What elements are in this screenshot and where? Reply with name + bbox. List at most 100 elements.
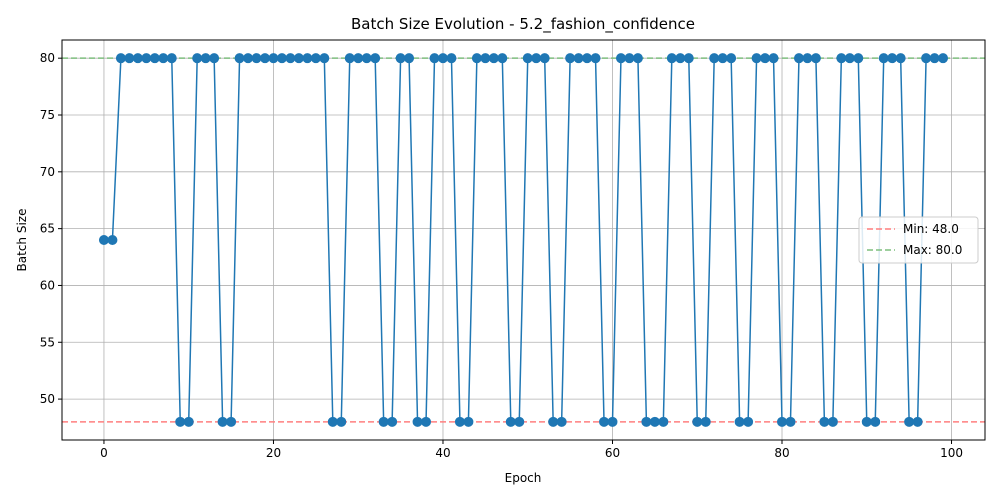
data-point: [404, 53, 415, 64]
data-point: [209, 53, 220, 64]
data-point: [904, 416, 915, 427]
y-tick-label: 70: [40, 165, 55, 179]
data-point: [938, 53, 949, 64]
data-point: [276, 53, 287, 64]
data-point: [743, 416, 754, 427]
data-point: [234, 53, 245, 64]
data-point: [336, 416, 347, 427]
data-point: [446, 53, 457, 64]
data-point: [463, 416, 474, 427]
data-point: [726, 53, 737, 64]
data-point: [810, 53, 821, 64]
data-point: [734, 416, 745, 427]
x-axis-label: Epoch: [505, 471, 542, 485]
data-point: [878, 53, 889, 64]
data-point: [793, 53, 804, 64]
data-point: [658, 416, 669, 427]
data-point: [573, 53, 584, 64]
data-point: [480, 53, 491, 64]
data-point: [293, 53, 304, 64]
data-point: [310, 53, 321, 64]
chart-title: Batch Size Evolution - 5.2_fashion_confi…: [351, 15, 695, 34]
data-point: [929, 53, 940, 64]
data-point: [488, 53, 499, 64]
data-point: [709, 53, 720, 64]
data-point: [259, 53, 270, 64]
y-axis-label: Batch Size: [15, 209, 29, 272]
data-point: [166, 53, 177, 64]
tick-labels: 0 20 40 60 80 100 50 55 60 65 70 75 80: [40, 51, 963, 460]
data-point: [522, 53, 533, 64]
data-point: [819, 416, 830, 427]
data-point: [683, 53, 694, 64]
data-point: [556, 416, 567, 427]
plot-frame: [61, 39, 986, 441]
data-point: [649, 416, 660, 427]
data-point: [183, 416, 194, 427]
data-point: [149, 53, 160, 64]
data-point: [344, 53, 355, 64]
data-point: [141, 53, 152, 64]
data-point: [421, 416, 432, 427]
data-point: [548, 416, 559, 427]
data-point: [454, 416, 465, 427]
data-point: [607, 416, 618, 427]
data-point: [870, 416, 881, 427]
data-point: [717, 53, 728, 64]
data-point: [751, 53, 762, 64]
data-point: [327, 416, 338, 427]
data-point: [582, 53, 593, 64]
data-point: [124, 53, 135, 64]
data-point: [395, 53, 406, 64]
data-point: [827, 416, 838, 427]
data-point: [243, 53, 254, 64]
data-point: [217, 416, 228, 427]
data-point: [412, 416, 423, 427]
data-point: [471, 53, 482, 64]
y-tick-label: 65: [40, 222, 55, 236]
data-point: [514, 416, 525, 427]
x-tick-label: 0: [100, 446, 108, 460]
series-line: [103, 57, 944, 423]
y-tick-label: 50: [40, 392, 55, 406]
x-tick-label: 20: [266, 446, 281, 460]
data-point: [98, 235, 109, 245]
data-point: [429, 53, 440, 64]
data-point: [675, 53, 686, 64]
data-point: [370, 53, 381, 64]
data-point: [268, 53, 279, 64]
data-point: [599, 416, 610, 427]
data-point: [497, 53, 508, 64]
data-point: [158, 53, 169, 64]
data-point: [700, 416, 711, 427]
data-point: [200, 53, 211, 64]
data-point: [531, 53, 542, 64]
x-tick-label: 100: [940, 446, 963, 460]
data-point: [226, 416, 237, 427]
data-point: [641, 416, 652, 427]
data-point: [192, 53, 203, 64]
data-point: [565, 53, 576, 64]
axes: [58, 39, 986, 444]
data-point: [132, 53, 143, 64]
y-tick-label: 60: [40, 278, 55, 292]
data-point: [353, 53, 364, 64]
data-point: [768, 53, 779, 64]
data-point: [361, 53, 372, 64]
data-point: [802, 53, 813, 64]
data-point: [760, 53, 771, 64]
data-point: [302, 53, 313, 64]
legend: Min: 48.0 Max: 80.0: [858, 216, 979, 264]
data-point: [887, 53, 898, 64]
data-point: [319, 53, 330, 64]
data-point: [632, 53, 643, 64]
data-point: [590, 53, 601, 64]
y-tick-label: 55: [40, 335, 55, 349]
series-line-group: [98, 53, 949, 427]
data-point: [615, 53, 626, 64]
data-point: [666, 53, 677, 64]
data-point: [378, 416, 389, 427]
data-point: [539, 53, 550, 64]
data-point: [895, 53, 906, 64]
